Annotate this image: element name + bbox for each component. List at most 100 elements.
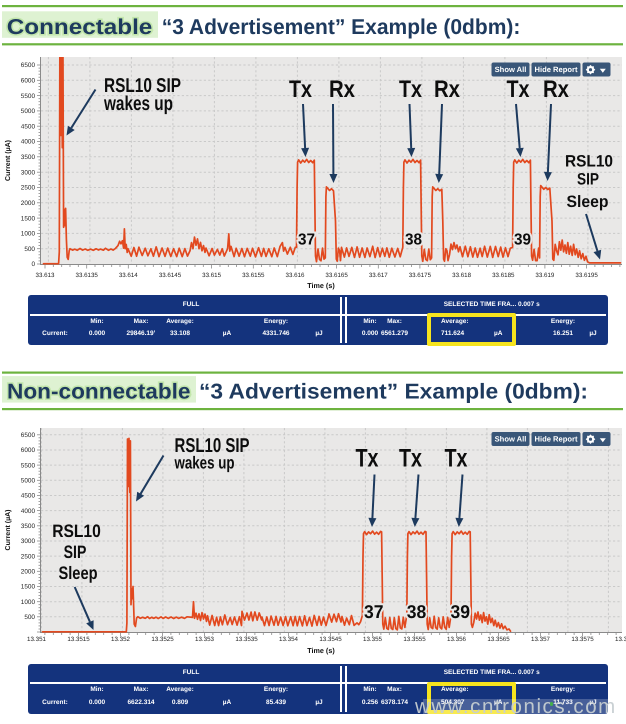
svg-text:1000: 1000 [21,231,36,238]
svg-text:33.615: 33.615 [202,272,221,279]
svg-text:Non-connectable: Non-connectable [7,380,191,404]
svg-text:Connectable: Connectable [7,15,153,39]
svg-text:3500: 3500 [21,523,36,530]
svg-text:500: 500 [24,614,35,621]
svg-text:1500: 1500 [21,584,36,591]
svg-text:33.619: 33.619 [535,272,554,279]
svg-text:SIP: SIP [577,171,599,189]
svg-text:33.6145: 33.6145 [159,272,182,279]
svg-text:Tx: Tx [356,445,379,473]
svg-text:Hide Report: Hide Report [534,65,578,74]
svg-text:38: 38 [405,232,422,249]
svg-text:Current (µA): Current (µA) [4,510,12,551]
svg-text:Tx: Tx [289,76,313,103]
svg-text:3000: 3000 [21,169,36,176]
svg-text:2000: 2000 [21,569,36,576]
svg-text:Hide Report: Hide Report [534,435,578,444]
svg-text:“3 Advertisement” Example (0db: “3 Advertisement” Example (0dbm): [162,15,521,39]
svg-text:13.3515: 13.3515 [67,636,90,643]
svg-text:13.355: 13.355 [363,636,382,643]
svg-text:37: 37 [298,232,315,249]
svg-text:SIP: SIP [64,542,87,562]
svg-text:Rx: Rx [434,76,461,103]
svg-text:33.617: 33.617 [369,272,388,279]
svg-text:2000: 2000 [21,200,36,207]
svg-text:33.618: 33.618 [452,272,471,279]
svg-text:33.6135: 33.6135 [76,272,99,279]
svg-text:5500: 5500 [21,93,36,100]
svg-text:Current (µA): Current (µA) [4,140,12,181]
svg-text:13.3535: 13.3535 [235,636,258,643]
svg-text:39: 39 [451,601,471,622]
svg-text:“3 Advertisement” Example (0db: “3 Advertisement” Example (0dbm): [199,380,588,404]
svg-text:RSL10 SIP: RSL10 SIP [175,435,250,457]
svg-text:wakes up: wakes up [103,93,173,115]
svg-text:37: 37 [298,232,315,249]
svg-text:3000: 3000 [21,538,36,545]
svg-text:37: 37 [364,601,384,622]
svg-text:33.6165: 33.6165 [325,272,348,279]
svg-text:13.358: 13.358 [615,636,626,643]
svg-text:13.3545: 13.3545 [319,636,342,643]
svg-text:13.352: 13.352 [111,636,130,643]
svg-text:Connectable: Connectable [7,15,153,39]
svg-text:RSL10: RSL10 [565,153,613,171]
svg-text:Tx: Tx [399,445,422,473]
svg-text:Time (s): Time (s) [307,281,335,290]
svg-text:wakes up: wakes up [174,453,235,473]
svg-text:13.3575: 13.3575 [571,636,594,643]
svg-text:33.6155: 33.6155 [242,272,265,279]
svg-text:RSL10: RSL10 [52,521,101,541]
svg-text:Rx: Rx [543,76,570,103]
svg-text:39: 39 [514,232,531,249]
svg-text:13.356: 13.356 [447,636,466,643]
svg-text:Sleep: Sleep [59,563,98,583]
svg-text:13.3565: 13.3565 [487,636,510,643]
svg-text:13.3525: 13.3525 [151,636,174,643]
svg-text:Non-connectable: Non-connectable [7,380,191,404]
svg-text:33.6195: 33.6195 [575,272,598,279]
svg-text:33.6185: 33.6185 [492,272,515,279]
svg-text:13.354: 13.354 [279,636,298,643]
svg-text:33.6175: 33.6175 [409,272,432,279]
svg-text:37: 37 [364,601,384,622]
svg-text:4500: 4500 [21,493,36,500]
svg-text:4000: 4000 [21,508,36,515]
svg-text:3500: 3500 [21,154,36,161]
svg-text:38: 38 [407,601,427,622]
svg-text:13.357: 13.357 [531,636,550,643]
svg-text:Tx: Tx [399,76,423,103]
svg-text:2500: 2500 [21,553,36,560]
svg-text:5000: 5000 [21,108,36,115]
svg-text:33.613: 33.613 [36,272,55,279]
svg-text:Rx: Rx [329,76,356,103]
svg-text:Time (s): Time (s) [307,646,335,655]
svg-text:5000: 5000 [21,478,36,485]
svg-text:38: 38 [407,601,427,622]
svg-text:500: 500 [24,246,35,253]
svg-text:RSL10 SIP: RSL10 SIP [104,75,181,97]
svg-text:Show All: Show All [495,435,527,444]
svg-text:5500: 5500 [21,462,36,469]
svg-text:2500: 2500 [21,185,36,192]
svg-text:13.353: 13.353 [195,636,214,643]
svg-text:39: 39 [514,232,531,249]
svg-text:13.3555: 13.3555 [403,636,426,643]
svg-text:1000: 1000 [21,599,36,606]
svg-text:0: 0 [31,261,35,268]
svg-text:6000: 6000 [21,447,36,454]
svg-text:4000: 4000 [21,139,36,146]
svg-text:6500: 6500 [21,432,36,439]
svg-text:4500: 4500 [21,123,36,130]
svg-text:Show All: Show All [495,65,527,74]
svg-text:33.614: 33.614 [119,272,138,279]
svg-text:Tx: Tx [445,445,468,473]
svg-text:Sleep: Sleep [567,193,609,211]
svg-text:Tx: Tx [507,76,531,103]
svg-text:38: 38 [405,232,422,249]
svg-text:13.351: 13.351 [27,636,46,643]
svg-text:33.616: 33.616 [286,272,305,279]
svg-text:1500: 1500 [21,215,36,222]
svg-text:6500: 6500 [21,62,36,69]
svg-text:6000: 6000 [21,78,36,85]
